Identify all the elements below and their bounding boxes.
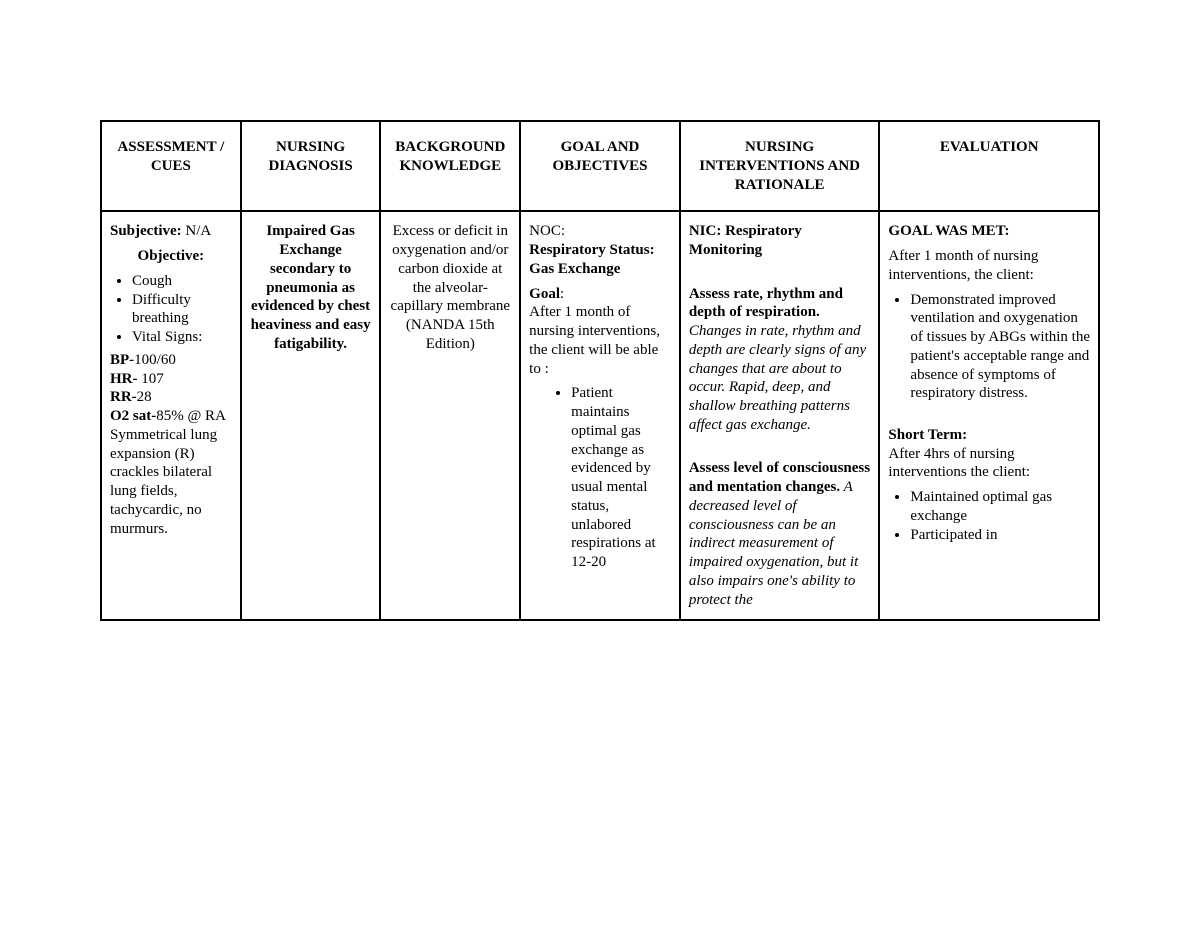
list-item: Patient maintains optimal gas exchange a… xyxy=(571,384,671,572)
hr-label: HR- xyxy=(110,371,138,387)
goal-met-list: Demonstrated improved ventilation and ox… xyxy=(888,291,1090,404)
objective-list: Cough Difficulty breathing Vital Signs: xyxy=(110,272,232,347)
list-item: Cough xyxy=(132,272,232,291)
content-row: Subjective: N/A Objective: Cough Difficu… xyxy=(101,211,1099,620)
assessment-findings: Symmetrical lung expansion (R) crackles … xyxy=(110,426,232,539)
o2-value: 85% @ RA xyxy=(156,408,226,424)
cell-goal: NOC: Respiratory Status: Gas Exchange Go… xyxy=(520,211,680,620)
intervention-2-rationale: A decreased level of consciousness can b… xyxy=(689,479,858,608)
col-header-background: BACKGROUND KNOWLEDGE xyxy=(380,121,520,211)
col-header-evaluation: EVALUATION xyxy=(879,121,1099,211)
noc-label: NOC: xyxy=(529,223,565,239)
cell-background: Excess or deficit in oxygenation and/or … xyxy=(380,211,520,620)
goal-text: After 1 month of nursing interventions, … xyxy=(529,303,671,378)
nic-label: NIC: xyxy=(689,223,722,239)
goal-met-label: GOAL WAS MET: xyxy=(888,223,1009,239)
objective-label: Objective xyxy=(138,248,200,264)
diagnosis-text: Impaired Gas Exchange secondary to pneum… xyxy=(251,223,371,352)
col-header-goal: GOAL AND OBJECTIVES xyxy=(520,121,680,211)
hr-value: 107 xyxy=(138,371,164,387)
care-plan-table: ASSESSMENT / CUES NURSING DIAGNOSIS BACK… xyxy=(100,120,1100,621)
goal-bullets: Patient maintains optimal gas exchange a… xyxy=(529,384,671,572)
short-term-intro: After 4hrs of nursing interventions the … xyxy=(888,445,1090,483)
o2-label: O2 sat- xyxy=(110,408,156,424)
cell-interventions: NIC: Respiratory Monitoring Assess rate,… xyxy=(680,211,880,620)
bp-value: 100/60 xyxy=(134,352,176,368)
list-item: Maintained optimal gas exchange xyxy=(910,488,1090,526)
page: ASSESSMENT / CUES NURSING DIAGNOSIS BACK… xyxy=(0,0,1200,927)
col-header-assessment: ASSESSMENT / CUES xyxy=(101,121,241,211)
intervention-1-action: Assess rate, rhythm and depth of respira… xyxy=(689,286,843,321)
rr-value: 28 xyxy=(137,389,152,405)
goal-met-intro: After 1 month of nursing interventions, … xyxy=(888,247,1090,285)
subjective-label: Subjective: xyxy=(110,223,182,239)
goal-label: Goal xyxy=(529,286,560,302)
list-item: Vital Signs: xyxy=(132,328,232,347)
list-item: Participated in xyxy=(910,526,1090,545)
header-row: ASSESSMENT / CUES NURSING DIAGNOSIS BACK… xyxy=(101,121,1099,211)
cell-assessment: Subjective: N/A Objective: Cough Difficu… xyxy=(101,211,241,620)
subjective-value: N/A xyxy=(185,223,211,239)
bp-label: BP- xyxy=(110,352,134,368)
col-header-interventions: NURSING INTERVENTIONS AND RATIONALE xyxy=(680,121,880,211)
rr-label: RR- xyxy=(110,389,137,405)
short-term-list: Maintained optimal gas exchange Particip… xyxy=(888,488,1090,544)
background-text: Excess or deficit in oxygenation and/or … xyxy=(391,223,511,352)
cell-evaluation: GOAL WAS MET: After 1 month of nursing i… xyxy=(879,211,1099,620)
short-term-label: Short Term: xyxy=(888,427,967,443)
cell-diagnosis: Impaired Gas Exchange secondary to pneum… xyxy=(241,211,381,620)
list-item: Difficulty breathing xyxy=(132,291,232,329)
noc-value: Respiratory Status: Gas Exchange xyxy=(529,242,654,277)
intervention-1-rationale: Changes in rate, rhythm and depth are cl… xyxy=(689,323,866,433)
list-item: Demonstrated improved ventilation and ox… xyxy=(910,291,1090,404)
col-header-diagnosis: NURSING DIAGNOSIS xyxy=(241,121,381,211)
